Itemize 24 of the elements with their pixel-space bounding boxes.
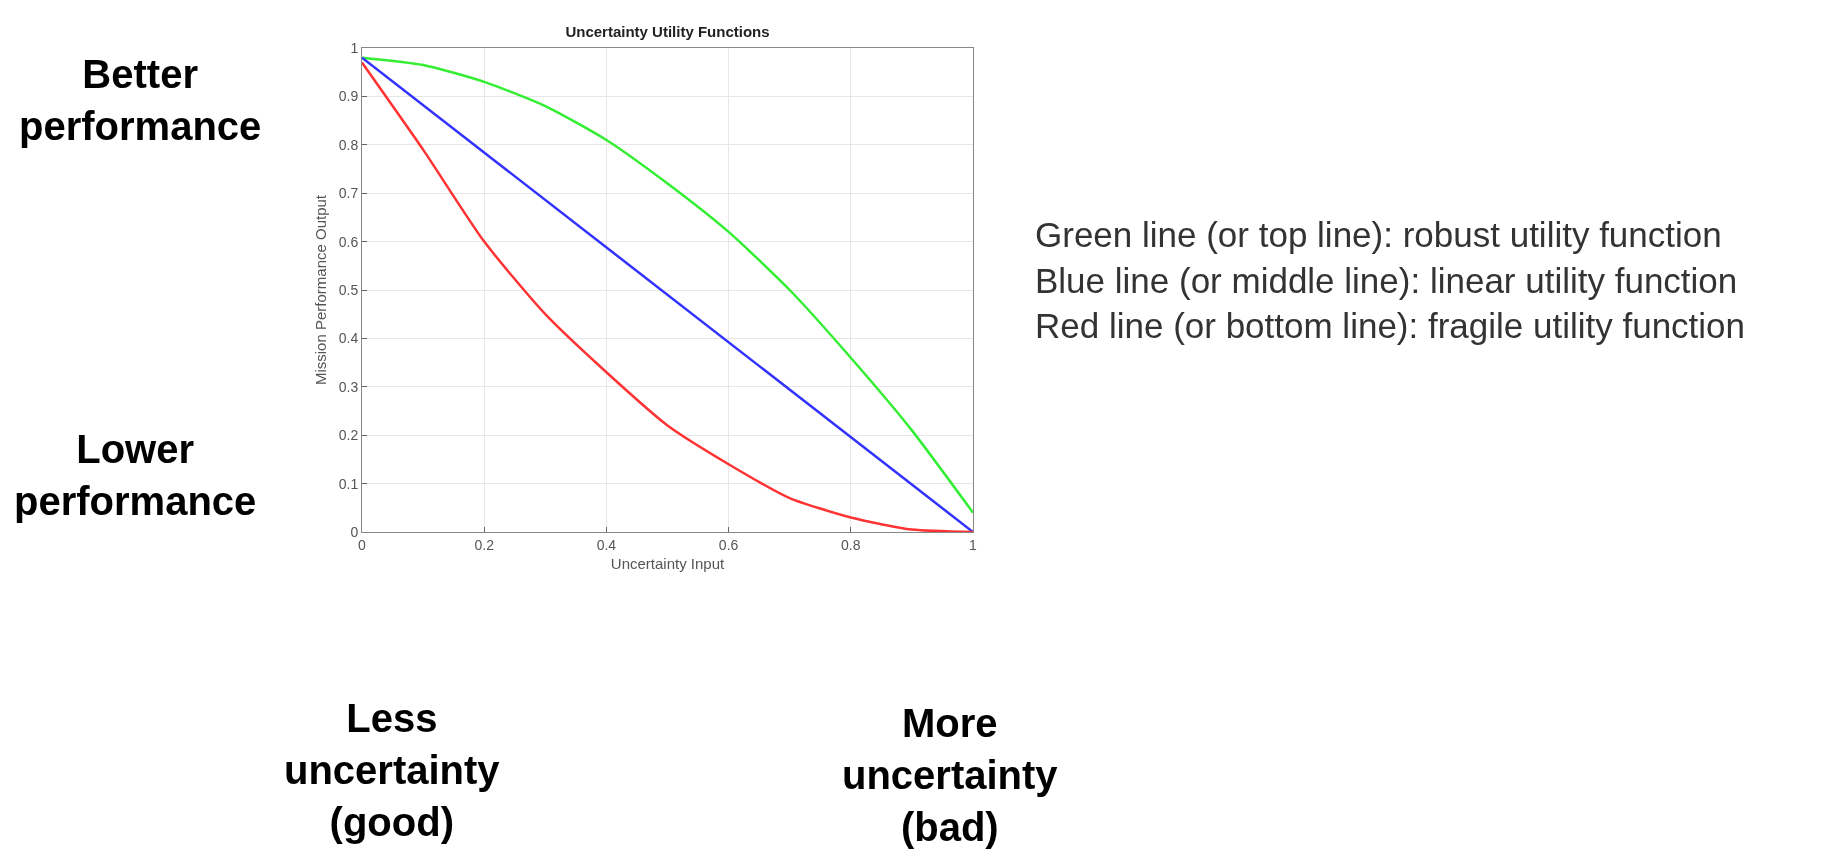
y-tick-label: 0.7: [338, 185, 359, 202]
text: Better performance: [19, 52, 262, 148]
x-tick-label: 0.6: [718, 536, 739, 553]
x-tick-label: 0.4: [596, 536, 617, 553]
x-axis-title: Uncertainty Input: [610, 554, 726, 572]
text: Less uncertainty (good): [284, 696, 501, 844]
y-tick-label: 0.6: [338, 233, 359, 250]
x-tick-label: 0.8: [841, 536, 861, 553]
x-tick-label: 1: [969, 536, 978, 553]
y-tick-label: 0.8: [338, 136, 359, 153]
y-tick-label: 0: [350, 523, 359, 540]
y-tick-label: 1: [350, 39, 359, 56]
y-tick-label: 0.2: [338, 427, 359, 444]
y-axis-title: Mission Performance Output: [311, 194, 329, 386]
y-tick-label: 0.4: [338, 330, 359, 347]
text: Lower performance: [14, 427, 257, 523]
y-tick-label: 0.1: [338, 475, 359, 492]
y-tick-label: 0.9: [338, 88, 359, 105]
y-tick-label: 0.3: [338, 378, 359, 395]
y-tick-label: 0.5: [338, 281, 359, 298]
text: More uncertainty (bad): [842, 701, 1059, 849]
text: Green line (or top line): robust utility function Blue line (or middle line): linear utility function Red line (or bottom line): fragile utility function: [1035, 215, 1746, 345]
chart-title: Uncertainty Utility Functions: [565, 23, 770, 41]
x-tick-label: 0.2: [474, 536, 495, 553]
